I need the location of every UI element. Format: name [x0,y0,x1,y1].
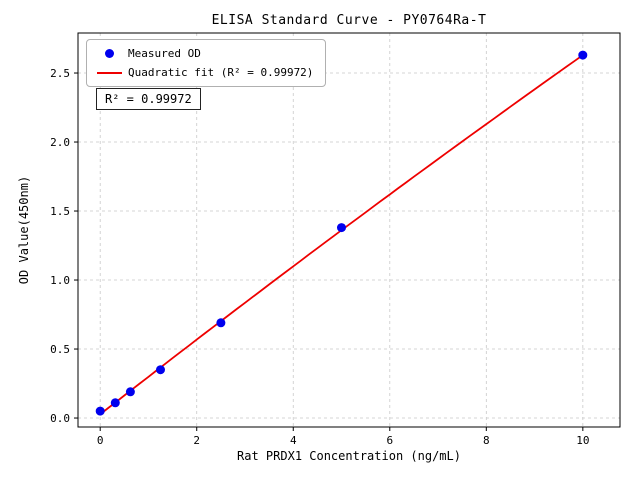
legend: Measured OD Quadratic fit (R² = 0.99972) [86,39,327,87]
data-point [216,318,226,328]
line-marker-icon [96,71,122,74]
y-tick-label: 0.0 [50,412,70,425]
scatter-marker-icon [104,49,114,58]
legend-label-measured-od: Measured OD [128,47,201,60]
legend-marker-wrap [93,71,125,74]
x-tick-label: 10 [576,434,589,447]
y-tick-label: 1.5 [50,205,70,218]
x-tick-label: 2 [193,434,200,447]
legend-label-quadratic-fit: Quadratic fit (R² = 0.99972) [128,66,314,79]
x-axis-label: Rat PRDX1 Concentration (ng/mL) [237,449,461,463]
y-tick-label: 2.5 [50,67,70,80]
x-tick-label: 8 [483,434,490,447]
data-point [156,365,165,375]
data-point [110,398,120,408]
legend-item-measured-od: Measured OD [93,44,313,63]
legend-marker-wrap [93,49,125,58]
data-point [337,223,346,233]
x-tick-label: 0 [97,434,104,447]
data-point [578,50,588,60]
data-point [95,406,105,416]
r-squared-annotation: R² = 0.99972 [96,88,201,110]
y-axis-label: OD Value(450nm) [17,175,31,285]
x-tick-label: 6 [386,434,393,447]
axes-border [77,32,621,428]
data-point [125,387,135,397]
y-tick-label: 0.5 [50,343,70,356]
legend-item-quadratic-fit: Quadratic fit (R² = 0.99972) [93,63,313,82]
x-tick-label: 4 [290,434,297,447]
y-tick-label: 1.0 [50,274,70,287]
chart-title: ELISA Standard Curve - PY0764Ra-T [211,13,487,28]
y-tick-label: 2.0 [50,136,70,149]
